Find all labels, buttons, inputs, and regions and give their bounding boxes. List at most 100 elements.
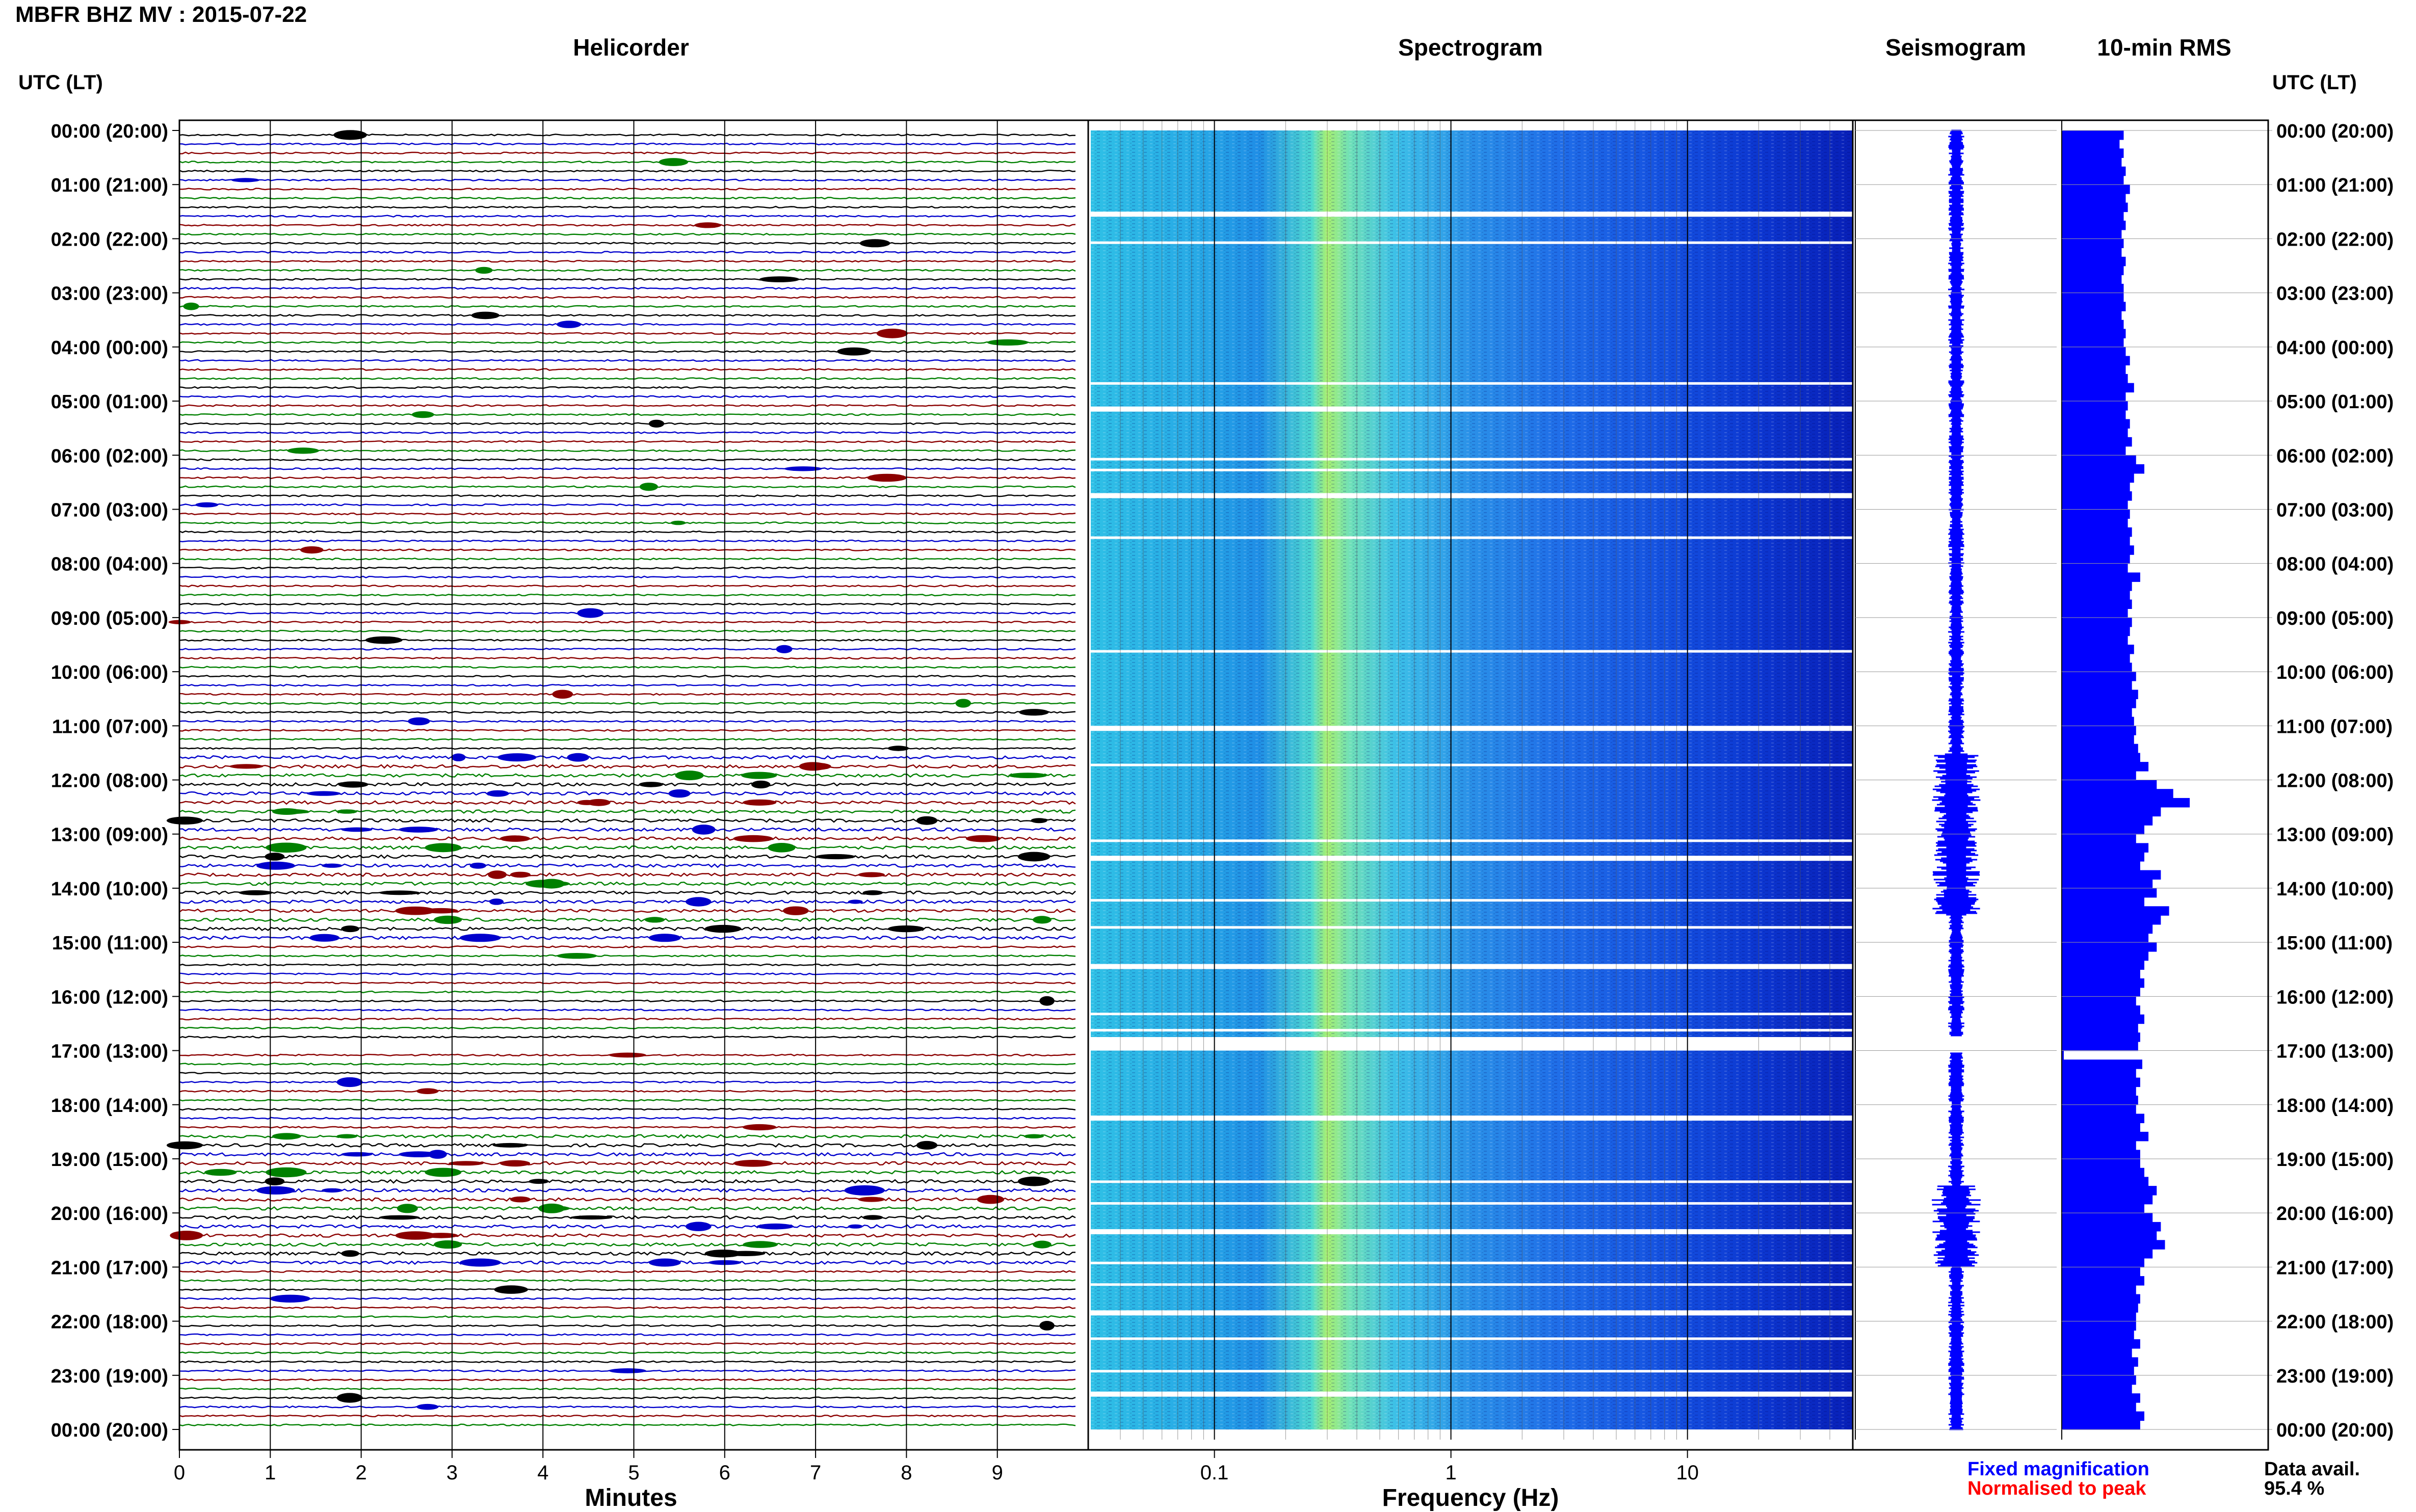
helicorder-trace [178,1233,1076,1238]
helicorder-trace [178,1017,1076,1021]
rms-bar [2062,771,2136,781]
rms-bar [2062,1023,2138,1033]
rms-bar [2062,1077,2140,1087]
seismogram-title: Seismogram [1885,34,2027,61]
helicorder-trace [178,169,1076,173]
rms-bar [2062,1339,2140,1349]
helicorder-trace [178,990,1076,994]
rms-bar [2062,202,2128,213]
rms-bar [2062,978,2144,988]
rms-bar [2062,1005,2140,1015]
helicorder-trace [178,503,1076,507]
helicorder-trace [178,845,1076,851]
helicorder-event [644,917,665,923]
rms-bar [2062,383,2134,393]
helicorder-trace [178,1107,1076,1111]
helicorder-trace [178,205,1076,209]
helicorder-trace [178,982,1076,985]
helicorder-trace [178,386,1076,389]
rms-bar [2062,942,2157,952]
rms-bar [2062,689,2138,699]
helicorder-event [1019,709,1049,716]
helicorder-trace [178,1242,1076,1247]
helicorder-trace [178,683,1076,687]
minute-tick-label: 3 [447,1462,458,1484]
helicorder-trace [178,1387,1076,1391]
seismogram-trace [1932,129,1981,1037]
helicorder-trace [178,755,1075,760]
time-label-right: 16:00 (12:00) [2276,987,2394,1008]
rms-bar [2062,392,2126,402]
utc-axis-label-right: UTC (LT) [2272,71,2357,94]
time-label-left: 19:00 (15:00) [51,1149,168,1171]
helicorder-event [270,1294,311,1303]
rms-bar [2062,645,2134,654]
time-label-right: 15:00 (11:00) [2276,933,2393,954]
time-label-left: 10:00 (06:00) [51,662,168,683]
helicorder-event [686,897,712,907]
time-label-left: 03:00 (23:00) [51,283,168,305]
rms-bar [2062,437,2132,447]
helicorder-trace [178,196,1076,200]
helicorder-event [756,1223,794,1230]
minute-tick-label: 4 [537,1462,548,1484]
rms-bar [2062,221,2126,230]
rms-bar [2062,455,2136,465]
helicorder-trace [178,1251,1076,1256]
time-label-left: 02:00 (22:00) [51,229,168,250]
helicorder-trace [178,1351,1076,1355]
helicorder-event [916,816,938,825]
rms-bar [2062,1402,2136,1412]
rms-bar [2062,283,2124,294]
helicorder-trace [178,621,1076,624]
helicorder-title: Helicorder [573,34,689,61]
rms-bar [2062,1168,2144,1178]
helicorder-event [799,762,827,771]
frequency-axis-title: Frequency (Hz) [1382,1484,1559,1511]
helicorder-trace [178,917,1076,922]
time-label-right: 04:00 (00:00) [2276,337,2394,359]
helicorder-event [408,717,430,726]
rms-bar [2062,1177,2149,1186]
rms-bar [2062,527,2132,537]
helicorder-event [399,827,438,833]
helicorder-event [844,1185,885,1196]
helicorder-event [867,473,907,482]
time-label-right: 00:00 (20:00) [2276,1420,2394,1441]
helicorder-event [751,780,771,789]
helicorder-event [776,645,793,653]
rms-bar [2062,996,2136,1006]
helicorder-trace [178,729,1076,732]
rms-bar [2062,753,2140,762]
rms-bar [2062,374,2128,384]
spectrogram-gap [1091,468,1853,471]
helicorder-trace [178,224,1076,227]
helicorder-event [322,1188,343,1193]
helicorder-event [448,1161,484,1166]
helicorder-event [497,753,537,762]
time-label-right: 08:00 (04:00) [2276,554,2394,575]
rms-bar [2062,1068,2136,1078]
helicorder-event [265,1177,285,1185]
rms-bar [2062,1014,2144,1024]
frequency-tick-label: 1 [1445,1462,1456,1484]
helicorder-trace [178,1134,1076,1139]
spectrogram-gap [1091,536,1853,539]
time-label-right: 05:00 (01:00) [2276,391,2394,413]
helicorder-event [166,816,203,825]
time-label-right: 11:00 (07:00) [2276,716,2393,737]
time-label-left: 20:00 (16:00) [51,1203,168,1225]
helicorder-trace [178,1206,1076,1211]
rms-bar [2062,1150,2140,1159]
helicorder-trace [178,710,1076,714]
rms-bar [2062,1131,2149,1142]
helicorder-trace [178,899,1076,904]
minute-tick-label: 9 [992,1462,1003,1484]
helicorder-event [395,1231,436,1240]
rms-bar [2062,933,2149,943]
rms-bar [2062,248,2122,257]
helicorder-trace [178,251,1075,254]
rms-bar [2062,1032,2140,1042]
helicorder-trace [178,395,1076,398]
helicorder-trace [178,720,1076,723]
